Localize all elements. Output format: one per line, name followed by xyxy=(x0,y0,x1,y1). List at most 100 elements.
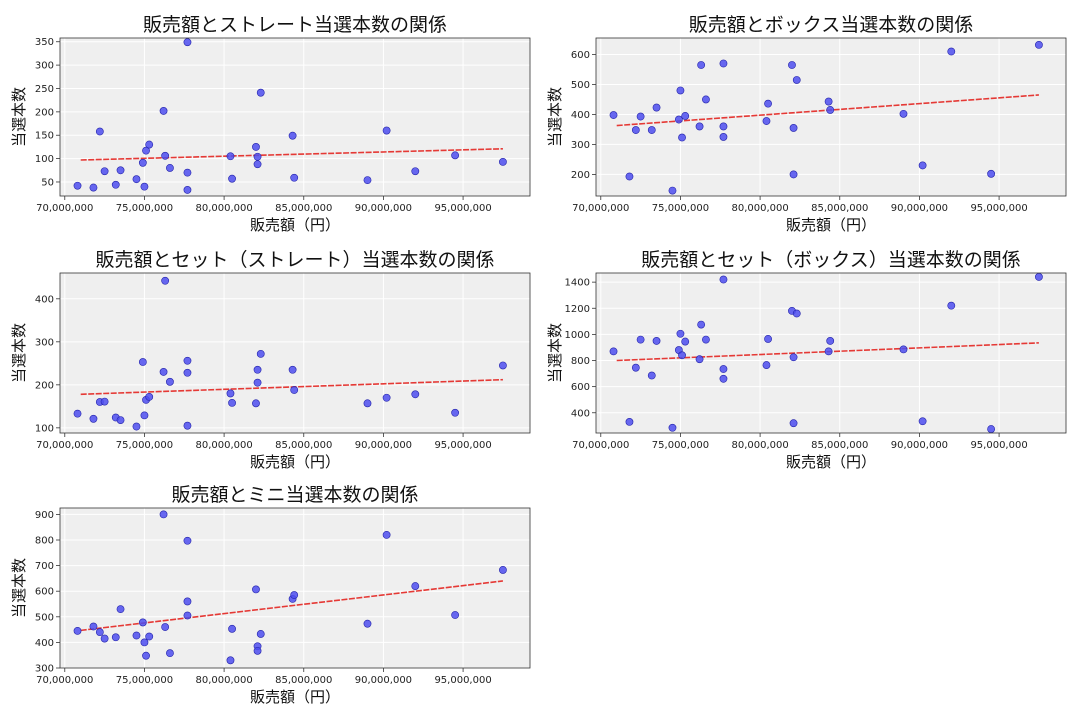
y-tick-label: 400 xyxy=(571,408,590,419)
y-tick-label: 300 xyxy=(35,337,54,348)
x-tick-label: 85,000,000 xyxy=(811,440,868,451)
data-point xyxy=(116,166,125,175)
data-point xyxy=(256,88,265,97)
x-tick-label: 75,000,000 xyxy=(116,675,173,686)
data-point xyxy=(824,347,833,356)
data-point xyxy=(382,530,391,539)
data-point xyxy=(631,363,640,372)
data-point xyxy=(183,611,192,620)
data-point xyxy=(253,646,262,655)
y-tick-label: 1200 xyxy=(565,304,590,315)
y-tick-label: 300 xyxy=(571,140,590,151)
x-tick-label: 95,000,000 xyxy=(434,440,491,451)
data-point xyxy=(161,151,170,160)
data-point xyxy=(609,347,618,356)
data-point xyxy=(161,623,170,631)
y-axis-label: 当選本数 xyxy=(10,87,28,147)
y-tick-label: 50 xyxy=(41,177,54,188)
data-point xyxy=(676,86,685,95)
x-tick-label: 75,000,000 xyxy=(652,440,709,451)
y-axis-label: 当選本数 xyxy=(546,323,564,383)
data-point xyxy=(792,76,801,84)
axes-frame xyxy=(59,37,531,197)
data-point xyxy=(100,634,109,643)
data-point xyxy=(652,103,661,112)
y-tick-label: 400 xyxy=(35,294,54,305)
y-tick-label: 100 xyxy=(35,423,54,434)
data-point xyxy=(132,175,141,184)
y-tick-label: 600 xyxy=(35,587,54,598)
y-tick-label: 400 xyxy=(35,638,54,649)
x-tick-label: 90,000,000 xyxy=(355,675,412,686)
data-point xyxy=(142,651,150,660)
y-tick-label: 600 xyxy=(571,50,590,61)
x-axis-label: 販売額（円） xyxy=(250,216,340,234)
data-point xyxy=(789,124,798,132)
y-tick-label: 1400 xyxy=(565,278,590,289)
data-point xyxy=(132,422,141,431)
data-point xyxy=(183,536,192,545)
plot-area xyxy=(60,38,530,196)
data-point xyxy=(678,351,686,360)
chart-title: 販売額とミニ当選本数の関係 xyxy=(171,484,418,506)
x-tick-label: 90,000,000 xyxy=(891,203,948,214)
data-point xyxy=(138,158,147,167)
x-axis-label: 販売額（円） xyxy=(786,453,876,471)
data-point xyxy=(159,107,168,115)
data-point xyxy=(145,632,154,641)
x-tick-label: 75,000,000 xyxy=(116,440,173,451)
data-point xyxy=(792,309,801,318)
data-point xyxy=(140,411,149,420)
data-point xyxy=(681,112,690,120)
x-tick-label: 80,000,000 xyxy=(195,203,252,214)
x-tick-label: 85,000,000 xyxy=(275,675,332,686)
x-tick-label: 90,000,000 xyxy=(355,203,412,214)
chart-title: 販売額とボックス当選本数の関係 xyxy=(689,14,973,36)
data-point xyxy=(719,374,728,383)
x-tick-label: 90,000,000 xyxy=(355,440,412,451)
data-point xyxy=(695,355,704,364)
data-point xyxy=(695,122,704,131)
data-point xyxy=(290,591,299,599)
data-point xyxy=(788,61,796,69)
plot-area xyxy=(60,273,530,433)
data-point xyxy=(142,146,150,155)
data-point xyxy=(228,174,236,183)
plot-area xyxy=(596,38,1066,196)
y-tick-label: 500 xyxy=(571,80,590,91)
x-tick-label: 95,000,000 xyxy=(970,203,1027,214)
data-point xyxy=(183,38,192,47)
data-point xyxy=(138,618,147,627)
data-point xyxy=(647,371,656,380)
axes-frame xyxy=(59,507,531,669)
data-point xyxy=(89,183,98,192)
data-point xyxy=(253,365,262,374)
data-point xyxy=(166,649,174,658)
data-point xyxy=(159,368,168,376)
chart-panel-2: 70,000,000 75,000,000 80,000,000 85,000,000… xyxy=(546,14,1067,234)
y-tick-label: 800 xyxy=(571,356,590,367)
data-point xyxy=(382,126,391,135)
data-point xyxy=(764,99,772,108)
y-tick-label: 600 xyxy=(571,382,590,393)
x-tick-label: 80,000,000 xyxy=(195,675,252,686)
data-point xyxy=(676,329,685,338)
y-tick-label: 300 xyxy=(35,664,54,675)
data-point xyxy=(161,276,170,285)
data-point xyxy=(363,176,372,185)
data-point xyxy=(947,47,956,56)
data-point xyxy=(499,361,507,370)
data-point xyxy=(73,626,82,635)
data-point xyxy=(625,417,634,426)
data-point xyxy=(256,349,265,358)
data-point xyxy=(138,358,147,366)
data-point xyxy=(145,140,154,149)
data-point xyxy=(253,152,262,161)
data-point xyxy=(451,408,460,417)
x-axis-label: 販売額（円） xyxy=(786,216,876,234)
data-point xyxy=(609,111,618,119)
y-tick-label: 1000 xyxy=(565,330,590,341)
data-point xyxy=(697,320,706,329)
data-point xyxy=(228,624,236,633)
data-point xyxy=(256,630,265,638)
